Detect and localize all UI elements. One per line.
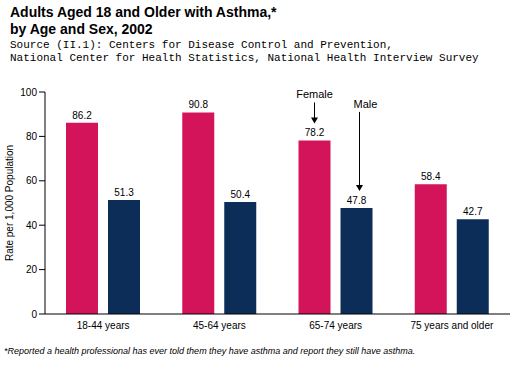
html-text:Source (II.1): Centers for Dis: Source (II.1): Centers for Disease Contr… xyxy=(10,39,479,64)
svg-text:18-44 years: 18-44 years xyxy=(77,320,130,331)
svg-text:Female: Female xyxy=(296,88,333,100)
svg-text:0: 0 xyxy=(31,309,37,320)
svg-text:58.4: 58.4 xyxy=(421,171,441,182)
html-text:*Reported a health professiona: *Reported a health professional has ever… xyxy=(4,346,416,356)
svg-text:80: 80 xyxy=(26,131,38,142)
svg-text:86.2: 86.2 xyxy=(72,110,92,121)
svg-text:75 years and older: 75 years and older xyxy=(410,320,494,331)
svg-text:42.7: 42.7 xyxy=(463,206,483,217)
svg-text:47.8: 47.8 xyxy=(347,195,367,206)
svg-text:45-64 years: 45-64 years xyxy=(193,320,246,331)
svg-text:20: 20 xyxy=(26,264,38,275)
svg-text:50.4: 50.4 xyxy=(231,189,251,200)
svg-text:78.2: 78.2 xyxy=(305,127,325,138)
html-text:Adults Aged 18 and Older with: Adults Aged 18 and Older with Asthma,* b… xyxy=(10,4,277,37)
svg-text:60: 60 xyxy=(26,175,38,186)
svg-text:51.3: 51.3 xyxy=(114,187,134,198)
svg-text:Rate per 1,000 Population: Rate per 1,000 Population xyxy=(8,145,15,261)
svg-text:100: 100 xyxy=(20,87,37,98)
svg-text:65-74 years: 65-74 years xyxy=(309,320,362,331)
svg-text:40: 40 xyxy=(26,220,38,231)
svg-text:90.8: 90.8 xyxy=(189,99,209,110)
svg-text:Male: Male xyxy=(354,98,378,110)
